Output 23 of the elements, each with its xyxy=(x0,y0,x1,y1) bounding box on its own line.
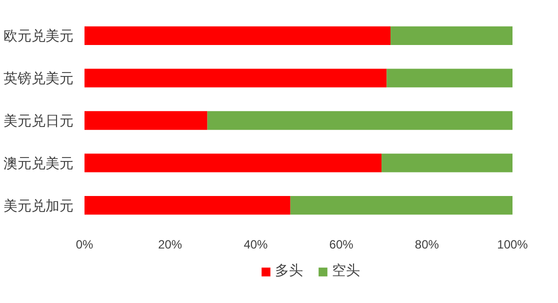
x-tick-label: 80% xyxy=(414,238,440,252)
y-tick-label: 美元兑加元 xyxy=(4,197,74,214)
x-tick-label: 20% xyxy=(158,238,182,252)
x-tick-label: 40% xyxy=(244,238,268,252)
x-tick-label: 100% xyxy=(497,238,528,252)
bar xyxy=(84,26,391,46)
bar xyxy=(84,111,208,130)
legend-label: 多头 xyxy=(275,262,303,280)
bar xyxy=(386,68,512,88)
y-tick-label: 美元兑日元 xyxy=(4,112,74,128)
y-tick-label: 欧元兑美元 xyxy=(4,28,74,44)
bar xyxy=(84,196,290,215)
legend-label: 空头 xyxy=(332,262,360,280)
x-tick-label: 0% xyxy=(76,238,94,252)
x-tick-label: 60% xyxy=(329,238,354,252)
y-tick-label: 英镑兑美元 xyxy=(4,70,74,86)
bar xyxy=(207,111,512,130)
bar xyxy=(382,154,512,172)
bar xyxy=(290,196,512,215)
bar xyxy=(84,154,382,172)
y-tick-label: 澳元兑美元 xyxy=(4,154,74,171)
bar xyxy=(84,68,387,88)
bar xyxy=(390,26,512,46)
